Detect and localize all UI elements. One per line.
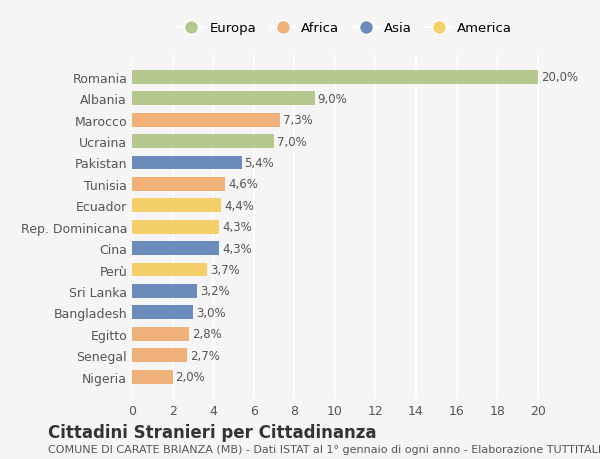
Bar [132, 135, 274, 149]
Text: 20,0%: 20,0% [541, 71, 578, 84]
Text: 2,7%: 2,7% [190, 349, 220, 362]
Bar [132, 306, 193, 319]
Text: 2,0%: 2,0% [176, 370, 205, 383]
Text: 4,4%: 4,4% [224, 199, 254, 213]
Text: 3,2%: 3,2% [200, 285, 230, 298]
Bar [132, 284, 197, 298]
Text: 4,6%: 4,6% [229, 178, 258, 191]
Bar [132, 327, 189, 341]
Legend: Europa, Africa, Asia, America: Europa, Africa, Asia, America [173, 17, 517, 40]
Bar [132, 241, 219, 256]
Bar [132, 113, 280, 127]
Bar [132, 156, 242, 170]
Text: 7,0%: 7,0% [277, 135, 307, 148]
Bar [132, 370, 173, 384]
Text: 2,8%: 2,8% [192, 328, 221, 341]
Bar [132, 348, 187, 362]
Bar [132, 220, 219, 234]
Bar [132, 71, 538, 84]
Text: Cittadini Stranieri per Cittadinanza: Cittadini Stranieri per Cittadinanza [48, 423, 377, 441]
Text: 4,3%: 4,3% [222, 221, 252, 234]
Text: 7,3%: 7,3% [283, 114, 313, 127]
Text: 9,0%: 9,0% [317, 93, 347, 106]
Bar [132, 263, 207, 277]
Text: 5,4%: 5,4% [245, 157, 274, 170]
Text: 4,3%: 4,3% [222, 242, 252, 255]
Text: COMUNE DI CARATE BRIANZA (MB) - Dati ISTAT al 1° gennaio di ogni anno - Elaboraz: COMUNE DI CARATE BRIANZA (MB) - Dati IST… [48, 444, 600, 454]
Text: 3,0%: 3,0% [196, 306, 226, 319]
Text: 3,7%: 3,7% [210, 263, 240, 276]
Bar [132, 92, 314, 106]
Bar [132, 199, 221, 213]
Bar [132, 178, 226, 191]
